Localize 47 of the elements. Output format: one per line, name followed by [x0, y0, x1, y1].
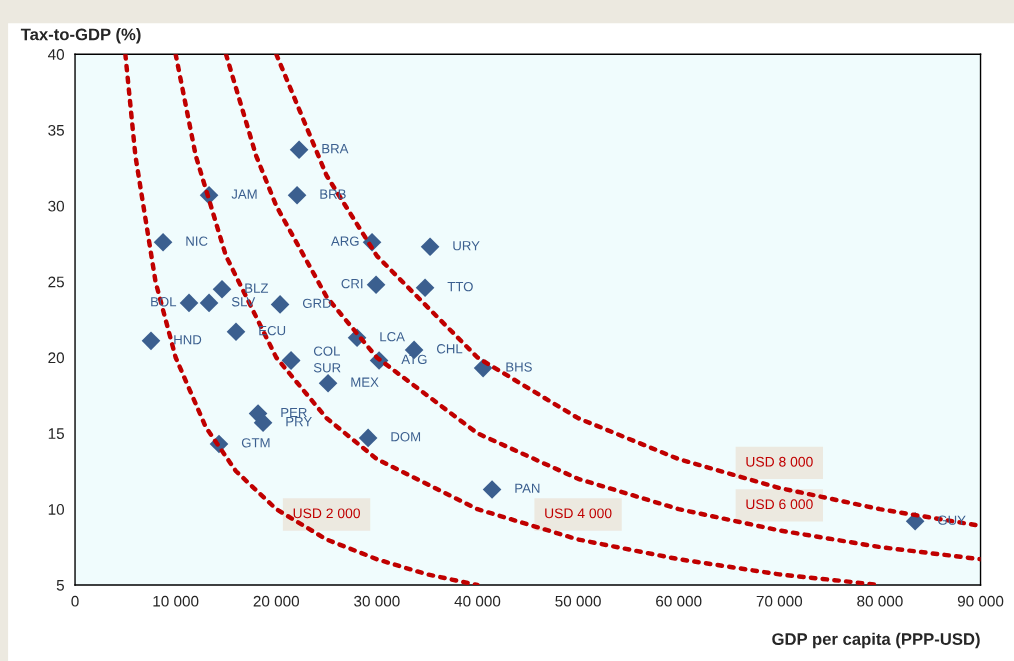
- annotation: CRI: [341, 278, 363, 289]
- x-tick-label: 90 000: [957, 595, 1004, 607]
- annotation: PER: [281, 407, 307, 418]
- annotation: MEX: [351, 377, 379, 387]
- x-tick-label: 20 000: [253, 595, 300, 607]
- annotation: LCA: [380, 331, 405, 342]
- y-tick-label: 15: [48, 428, 64, 440]
- annotation: COL: [313, 346, 340, 356]
- annotation: BRA: [322, 144, 349, 154]
- x-tick-label: 40 000: [454, 595, 501, 607]
- annotation: SUR: [313, 363, 341, 373]
- annotation: CHL: [436, 344, 463, 354]
- y-tick-label: 35: [48, 124, 64, 136]
- annotation: BLZ: [245, 283, 269, 293]
- annotation: GTM: [241, 438, 270, 448]
- y-tick-label: 40: [47, 49, 65, 60]
- annotation: ARG: [330, 236, 359, 246]
- annotation: USD 4 000: [545, 508, 612, 519]
- y-tick-label: 30: [48, 200, 65, 212]
- x-tick-label: 30 000: [354, 595, 400, 607]
- x-axis-title: GDP per capita (PPP-USD): [772, 632, 980, 649]
- y-tick-label: 20: [48, 352, 65, 364]
- x-tick-label: 10 000: [153, 595, 199, 607]
- annotation: USD 2 000: [293, 508, 360, 519]
- annotation: NIC: [186, 236, 208, 246]
- annotation: JAM: [231, 189, 257, 199]
- y-tick-label: 5: [56, 580, 64, 591]
- annotation: BHS: [506, 362, 532, 372]
- annotation: GRD: [302, 298, 331, 308]
- annotation: DOM: [391, 432, 421, 442]
- annotation: USD 8 000: [746, 456, 813, 467]
- annotation: ECU: [259, 325, 286, 336]
- x-tick-label: 50 000: [555, 595, 601, 607]
- annotation: HND: [174, 335, 202, 345]
- y-tick-label: 25: [48, 276, 64, 288]
- annotation: URY: [453, 241, 480, 251]
- x-tick-label: 0: [71, 595, 79, 607]
- x-tick-label: 70 000: [756, 595, 803, 607]
- x-tick-label: 60 000: [656, 595, 702, 607]
- annotation: PAN: [515, 483, 540, 493]
- annotation: PRY: [286, 417, 312, 427]
- y-tick-label: 10: [48, 504, 65, 515]
- annotation: TTO: [447, 281, 473, 292]
- y-axis-title: Tax-to-GDP (%): [20, 28, 141, 44]
- x-tick-label: 80 000: [857, 595, 903, 607]
- annotation: USD 6 000: [746, 499, 813, 510]
- annotation: GUY: [938, 515, 966, 525]
